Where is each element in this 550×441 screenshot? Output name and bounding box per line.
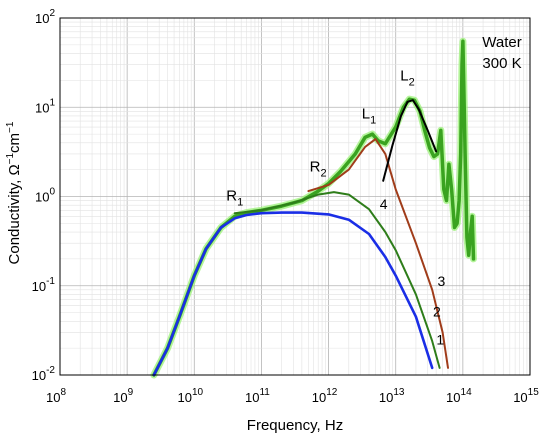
series-1	[152, 211, 434, 377]
y-tick-label: 100	[35, 187, 55, 205]
chart-labels: R1 R2 L1 L2 1 2 3 4	[226, 67, 445, 347]
x-tick-label: 1010	[177, 387, 203, 405]
series-3	[307, 138, 449, 369]
peak-label: R1	[226, 188, 243, 209]
y-tick-label: 101	[35, 97, 55, 115]
series-2	[233, 191, 441, 369]
annotation-water: Water	[482, 34, 521, 51]
x-tick-label: 1014	[446, 387, 472, 405]
curve-label: 3	[438, 273, 446, 289]
y-axis-title-sup2: −1	[5, 121, 16, 133]
x-tick-label: 109	[113, 387, 133, 405]
x-tick-label: 1013	[379, 387, 405, 405]
peak-label: R2	[310, 159, 327, 180]
y-tick-label: 102	[35, 8, 55, 26]
x-tick-label: 1011	[245, 387, 270, 405]
grid-lines	[60, 18, 530, 375]
curve-label: 2	[433, 304, 441, 320]
y-tick-label: 10-1	[32, 276, 56, 294]
y-axis-title-main: Conductivity, Ω	[6, 164, 23, 264]
annotation-temperature: 300 K	[482, 55, 521, 72]
x-tick-label: 1012	[312, 387, 338, 405]
plot-frame	[59, 17, 531, 376]
curve-label: 4	[380, 196, 388, 212]
x-tick-label: 1015	[513, 387, 539, 405]
y-tick-label: 10-2	[32, 365, 56, 383]
curve-label: 1	[436, 331, 444, 347]
y-axis-title-sup1: −1	[5, 152, 16, 164]
y-axis-title-unit2: cm	[6, 133, 23, 153]
peak-label: L1	[362, 105, 376, 126]
series-4	[382, 99, 438, 182]
tick-labels: 108 109 1010 1011 1012 1013 1014 101510-210-110…	[32, 8, 540, 405]
y-axis-title: Conductivity, Ω−1cm−1	[5, 121, 23, 264]
x-tick-label: 108	[46, 387, 66, 405]
peak-label: L2	[400, 67, 414, 88]
x-axis-title: Frequency, Hz	[247, 417, 343, 434]
data-curves	[150, 37, 477, 379]
